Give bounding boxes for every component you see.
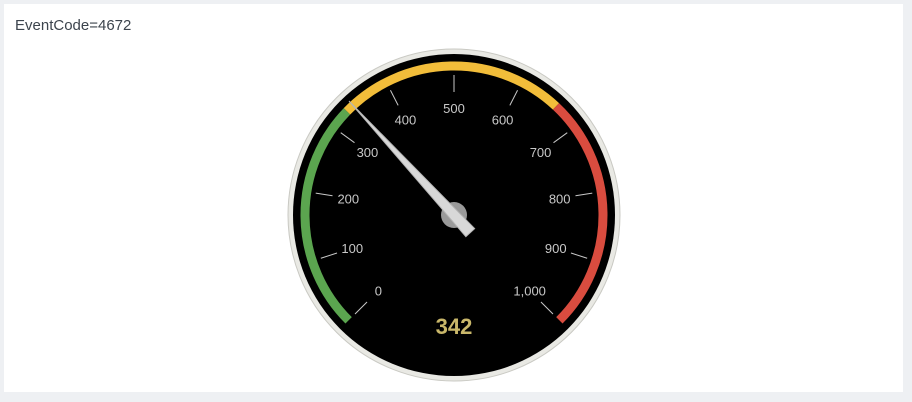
gauge-tick-labels: 0 100 200 300 400 500 600 700 800 900 1,000	[337, 101, 570, 299]
gauge-tick-label: 600	[492, 113, 514, 128]
panel-title: EventCode=4672	[15, 17, 132, 34]
gauge-tick	[340, 132, 355, 144]
gauge-tick-label: 800	[549, 191, 571, 206]
radial-gauge: 0 100 200 300 400 500 600 700 800 900 1,000 342	[287, 48, 621, 382]
gauge-tick-label: 1,000	[513, 284, 546, 299]
yellow-range	[343, 61, 560, 115]
gauge-tick-label: 0	[375, 284, 382, 299]
gauge-tick-label: 400	[395, 113, 417, 128]
gauge-tick-label: 500	[443, 101, 465, 116]
gauge-needle	[348, 100, 476, 238]
gauge-ticks	[315, 75, 593, 315]
gauge-tick	[315, 192, 333, 197]
red-range	[552, 103, 608, 324]
gauge-tick-label: 700	[530, 145, 552, 160]
gauge-tick	[540, 301, 554, 315]
gauge-tick-label: 100	[341, 241, 363, 256]
gauge-tick	[320, 252, 338, 259]
dashboard-panel: EventCode=4672 0 100 200 300 400 500 600 700 800…	[4, 4, 903, 392]
gauge-tick-label: 300	[357, 145, 379, 160]
gauge-tick	[389, 90, 399, 106]
gauge-tick	[570, 252, 588, 259]
green-range	[300, 108, 352, 324]
gauge-tick-label: 900	[545, 241, 567, 256]
gauge-tick	[575, 192, 593, 197]
needle-pointer	[348, 100, 476, 238]
gauge-tick-label: 200	[337, 191, 359, 206]
gauge-tick	[354, 301, 368, 315]
gauge-value: 342	[436, 314, 473, 339]
gauge-tick	[509, 90, 519, 106]
gauge-color-ranges	[300, 61, 608, 324]
gauge-tick	[553, 132, 568, 144]
